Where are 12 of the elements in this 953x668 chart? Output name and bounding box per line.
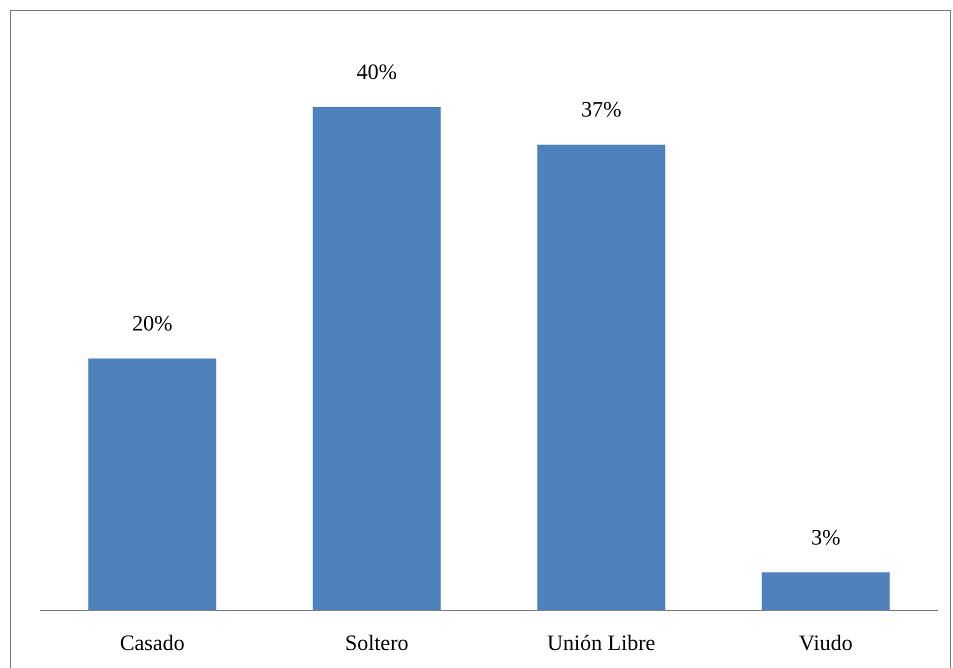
data-label: 37%	[581, 96, 622, 122]
bar	[537, 144, 666, 610]
x-tick-label: Soltero	[344, 630, 409, 655]
data-label: 40%	[356, 59, 397, 84]
data-label: 3%	[811, 524, 840, 550]
data-label: 20%	[132, 310, 172, 336]
bar	[762, 572, 890, 610]
x-tick-label: Viudo	[798, 630, 853, 655]
x-tick-label: Casado	[120, 630, 185, 655]
x-tick-label: Unión Libre	[547, 630, 656, 655]
bar	[88, 358, 216, 610]
bar	[312, 107, 441, 610]
